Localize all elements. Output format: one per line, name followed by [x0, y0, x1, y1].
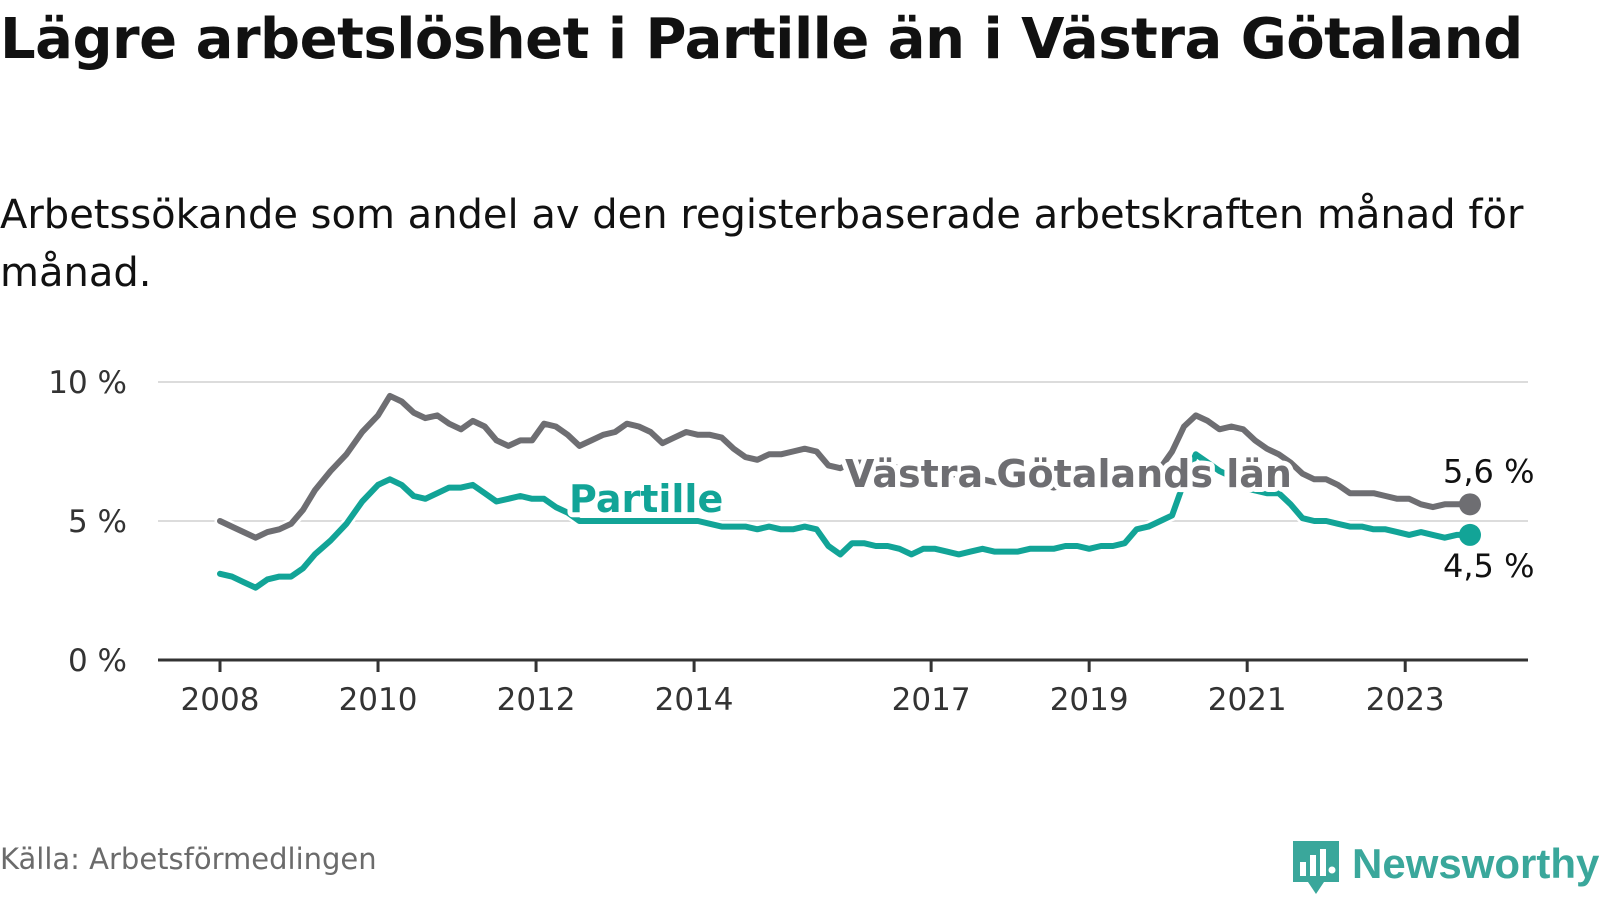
- brand-name: Newsworthy: [1352, 840, 1600, 887]
- x-tick-label: 2010: [339, 682, 418, 718]
- series-label-vastra-gotaland: Västra Götalands län: [845, 452, 1292, 496]
- label-layer: Västra Götalands län Partille 5,6 % 4,5 %: [564, 447, 1539, 590]
- y-tick-label: 0 %: [68, 643, 127, 679]
- x-tick-label: 2017: [892, 682, 971, 718]
- chart-title: Lägre arbetslöshet i Partille än i Västr…: [0, 7, 1523, 72]
- x-tick-label: 2012: [497, 682, 576, 718]
- end-value-vastra-gotaland: 5,6 %: [1443, 452, 1534, 490]
- vastra-gotaland-line: [217, 392, 1473, 541]
- y-tick-label: 5 %: [68, 504, 127, 540]
- axis-layer: 0 % 5 % 10 % 2008 2010 2012 2014 2017 2019 2021 20…: [48, 365, 1528, 718]
- x-tick-label: 2021: [1208, 682, 1287, 718]
- x-tick-label: 2023: [1366, 682, 1445, 718]
- partille-end-point: [1459, 523, 1481, 546]
- newsworthy-logo-icon: [1293, 841, 1339, 894]
- chart-subtitle: Arbetssökande som andel av den registerb…: [0, 192, 1524, 296]
- x-tick-label: 2019: [1050, 682, 1129, 718]
- source-note: Källa: Arbetsförmedlingen: [0, 842, 377, 876]
- partille-line: [217, 451, 1473, 591]
- end-value-partille: 4,5 %: [1443, 547, 1534, 585]
- series-label-partille: Partille: [569, 477, 723, 521]
- series-layer: [214, 390, 1481, 594]
- vastra-gotaland-end-point: [1459, 493, 1481, 516]
- y-tick-label: 10 %: [48, 365, 127, 401]
- x-tick-label: 2014: [655, 682, 734, 718]
- x-tick-label: 2008: [181, 682, 260, 718]
